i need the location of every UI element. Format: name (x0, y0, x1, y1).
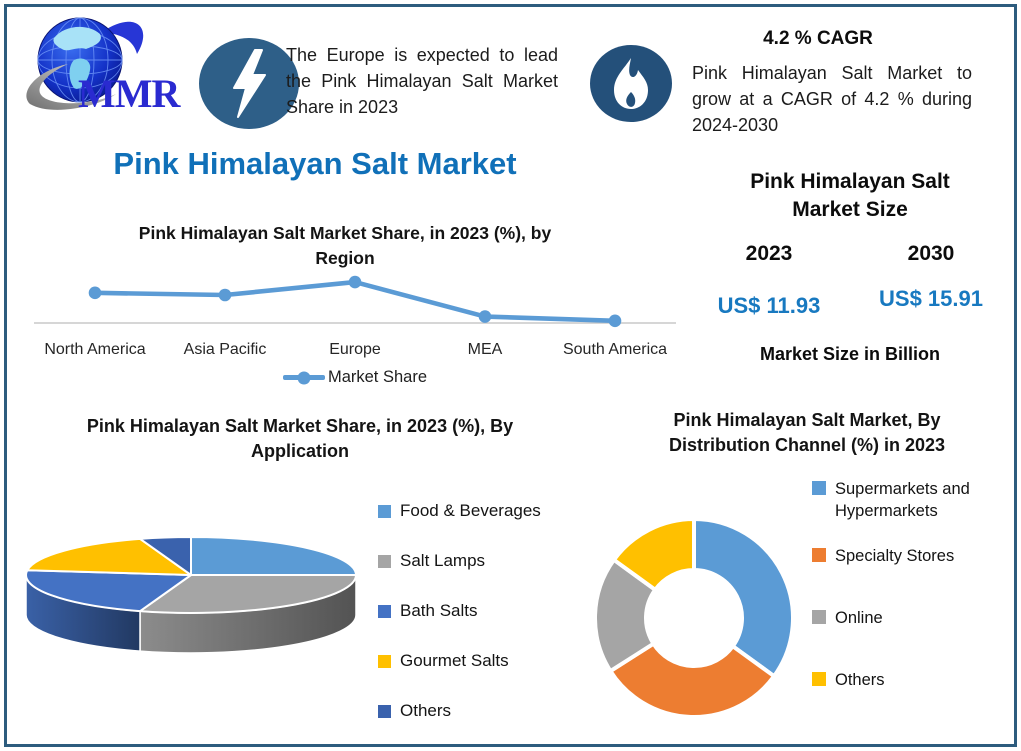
legend-item: Supermarkets and Hypermarkets (812, 478, 1012, 523)
legend-item: Others (812, 669, 1012, 691)
cagr-heading: 4.2 % CAGR (763, 28, 873, 49)
legend-swatch-icon (378, 604, 391, 618)
lightning-badge (198, 37, 300, 130)
legend-item: Gourmet Salts (378, 636, 560, 686)
legend-swatch-icon (812, 547, 826, 562)
europe-lead-text: The Europe is expected to lead the Pink … (286, 45, 558, 118)
application-pie-chart (25, 536, 357, 654)
data-point (478, 310, 492, 323)
market-size-panel: Pink Himalayan Salt Market Size 2023 203… (688, 168, 1012, 365)
market-size-values: US$ 11.93 US$ 15.91 (688, 286, 1012, 319)
data-point (218, 288, 232, 302)
data-point (348, 275, 362, 289)
value-2030: US$ 15.91 (879, 285, 983, 311)
distribution-donut-chart (593, 517, 795, 719)
donut-segment (593, 557, 658, 674)
lightning-icon (199, 38, 299, 129)
legend-label: Food & Beverages (400, 501, 541, 520)
legend-swatch-icon (812, 481, 826, 495)
legend-label: Market Share (327, 368, 428, 386)
legend-swatch-icon (378, 554, 391, 568)
donut-segment (692, 517, 795, 679)
data-point (608, 314, 622, 328)
axis-label: Europe (329, 341, 381, 358)
axis-label: South America (562, 341, 668, 358)
region-axis-labels: North America Asia Pacific Europe MEA South … (30, 341, 680, 359)
logo-swoosh-blue (102, 21, 144, 54)
distribution-donut-section: Pink Himalayan Salt Market, By Distribut… (593, 408, 1014, 744)
flame-badge (590, 45, 672, 122)
pie-slice (25, 569, 192, 613)
pie-slice (26, 537, 192, 576)
axis-label: Asia Pacific (183, 341, 267, 358)
axis-label: North America (44, 341, 146, 358)
application-pie-title: Pink Himalayan Salt Market Share, in 202… (86, 416, 514, 462)
flame-icon (590, 45, 672, 122)
axis-label: MEA (467, 341, 503, 358)
page-title: Pink Himalayan Salt Market (113, 146, 517, 181)
data-point (88, 286, 102, 300)
logo-continent-north (53, 26, 101, 51)
legend-label: Salt Lamps (400, 551, 486, 570)
legend-label: Online (835, 608, 883, 627)
pie-slice (190, 536, 357, 576)
cagr-text: Pink Himalayan Salt Market to grow at a … (692, 63, 972, 136)
application-pie-legend: Food & Beverages Salt Lamps Bath Salts Gour… (378, 486, 560, 736)
marker-dot-icon (297, 371, 311, 384)
region-chart-section: Pink Himalayan Salt Market Share, in 202… (30, 221, 680, 387)
region-line-chart (34, 275, 676, 328)
donut-segment (611, 517, 696, 592)
pie-slice (139, 574, 357, 614)
legend-item: Salt Lamps (378, 536, 560, 586)
legend-label: Supermarkets and Hypermarkets (835, 480, 970, 521)
legend-item: Bath Salts (378, 586, 560, 636)
legend-swatch-icon (812, 609, 826, 624)
cagr-callout: 4.2 % CAGR Pink Himalayan Salt Market to… (692, 28, 1000, 138)
region-chart-title: Pink Himalayan Salt Market Share, in 202… (138, 223, 552, 268)
legend-swatch-icon (378, 704, 391, 718)
legend-label: Others (400, 701, 452, 720)
globe-icon: MMR (26, 17, 183, 116)
value-2023: US$ 11.93 (717, 292, 821, 318)
legend-item: Online (812, 607, 1012, 629)
market-size-note: Market Size in Billion (759, 343, 941, 364)
legend-label: Gourmet Salts (400, 651, 509, 670)
region-chart-legend: Market Share (30, 368, 680, 387)
line-series-marker (282, 371, 325, 384)
legend-item: Specialty Stores (812, 545, 1012, 567)
legend-swatch-icon (378, 504, 391, 518)
legend-item: Food & Beverages (378, 486, 560, 536)
year-2023: 2023 (745, 241, 793, 265)
legend-swatch-icon (812, 672, 826, 687)
logo-wordmark: MMR (78, 71, 182, 116)
logo-swoosh-gray (26, 64, 117, 110)
distribution-donut-legend: Supermarkets and Hypermarkets Specialty S… (812, 478, 1012, 731)
legend-label: Bath Salts (400, 601, 478, 620)
pie-slice (139, 536, 192, 576)
distribution-donut-title: Pink Himalayan Salt Market, By Distribut… (668, 410, 946, 456)
legend-item: Others (378, 686, 560, 736)
legend-label: Others (835, 671, 885, 690)
legend-label: Specialty Stores (835, 546, 955, 565)
logo-continent-south (69, 58, 91, 89)
legend-swatch-icon (378, 654, 391, 668)
year-2030: 2030 (907, 241, 955, 265)
mmr-logo: MMR (16, 8, 186, 126)
donut-segment (608, 641, 777, 719)
market-size-title: Pink Himalayan Salt Market Size (750, 170, 950, 222)
market-size-years: 2023 2030 (688, 242, 1012, 266)
application-pie-section: Pink Himalayan Salt Market Share, in 202… (25, 414, 560, 744)
